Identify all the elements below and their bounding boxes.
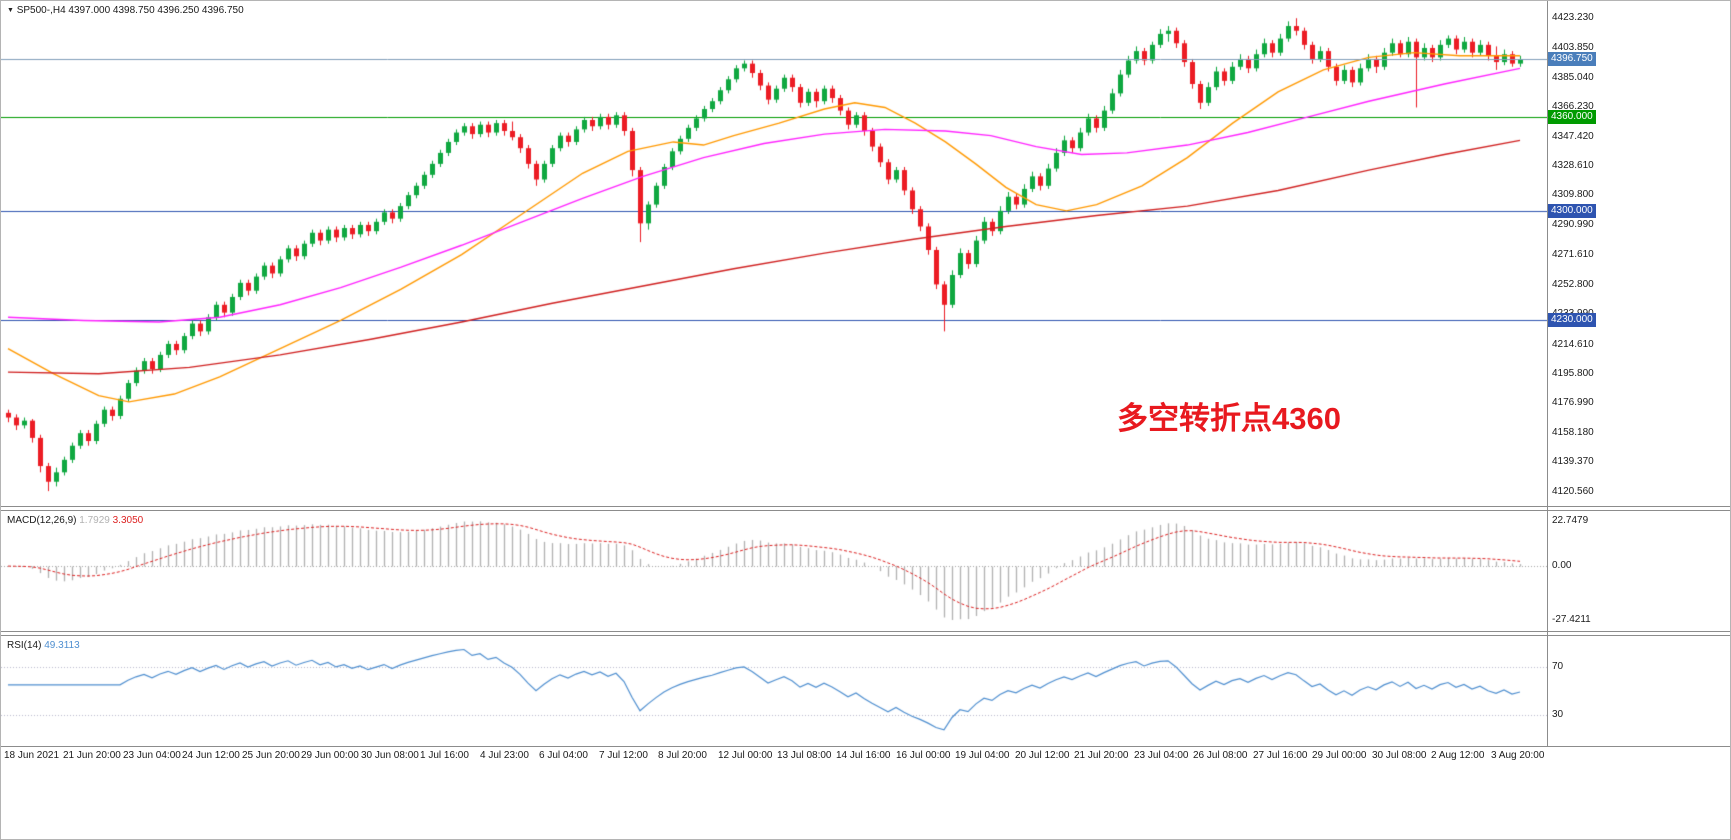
time-axis-label: 29 Jul 00:00 [1312,750,1367,761]
price-tick-label: 4366.230 [1552,101,1594,112]
time-axis-label: 18 Jun 2021 [4,750,60,761]
time-axis-label: 30 Jul 08:00 [1372,750,1427,761]
rsi-indicator-canvas[interactable] [1,636,1547,746]
time-axis-label: 13 Jul 08:00 [777,750,832,761]
rsi-name: RSI(14) [7,640,42,651]
price-line-badge: 4300.000 [1548,204,1596,218]
time-axis-label: 8 Jul 20:00 [658,750,707,761]
macd-signal-value: 3.3050 [112,515,144,526]
time-axis-label: 27 Jul 16:00 [1253,750,1308,761]
price-scale-border [1547,1,1548,746]
rsi-value: 49.3113 [44,640,80,651]
time-axis-label: 14 Jul 16:00 [836,750,891,761]
time-axis-label: 6 Jul 04:00 [539,750,588,761]
rsi-tick-label: 30 [1552,709,1564,720]
macd-name: MACD(12,26,9) [7,515,77,526]
price-tick-label: 4385.040 [1552,72,1594,83]
time-axis-label: 3 Aug 20:00 [1491,750,1545,761]
time-axis-label: 21 Jun 20:00 [63,750,121,761]
time-axis-label: 4 Jul 23:00 [480,750,529,761]
price-tick-label: 4328.610 [1552,160,1594,171]
time-axis-label: 19 Jul 04:00 [955,750,1010,761]
candlestick-chart-canvas[interactable] [1,1,1547,506]
price-tick-label: 4195.800 [1552,368,1594,379]
time-axis-label: 21 Jul 20:00 [1074,750,1129,761]
ohlc-low-value: 4396.250 [157,5,200,16]
time-axis-label: 25 Jun 20:00 [242,750,300,761]
panel-splitter[interactable] [1,506,1730,511]
price-tick-label: 4139.370 [1552,456,1594,467]
time-axis-label: 2 Aug 12:00 [1431,750,1485,761]
time-axis-label: 16 Jul 00:00 [896,750,951,761]
time-axis-label: 23 Jul 04:00 [1134,750,1189,761]
symbol-timeframe-label: SP500-,H4 [16,5,66,16]
macd-indicator-canvas[interactable] [1,511,1547,631]
symbol-ohlc-label: ▼ SP500-,H4 4397.000 4398.750 4396.250 4… [7,5,244,16]
time-axis-border [1,746,1730,747]
price-tick-label: 4423.230 [1552,12,1594,23]
current-price-badge: 4396.750 [1548,52,1596,66]
macd-tick-label: 0.00 [1552,560,1572,571]
price-line-badge: 4360.000 [1548,110,1596,124]
time-axis-label: 24 Jun 12:00 [182,750,240,761]
time-axis-label: 1 Jul 16:00 [420,750,469,761]
price-tick-label: 4120.560 [1552,486,1594,497]
price-tick-label: 4214.610 [1552,339,1594,350]
rsi-indicator-label: RSI(14) 49.3113 [7,640,80,651]
price-tick-label: 4347.420 [1552,131,1594,142]
time-axis-label: 23 Jun 04:00 [123,750,181,761]
rsi-tick-label: 70 [1552,661,1564,672]
ohlc-close-value: 4396.750 [201,5,244,16]
time-axis-label: 12 Jul 00:00 [718,750,773,761]
price-tick-label: 4403.850 [1552,42,1594,53]
time-axis-label: 20 Jul 12:00 [1015,750,1070,761]
time-axis-label: 7 Jul 12:00 [599,750,648,761]
macd-indicator-label: MACD(12,26,9) 1.7929 3.3050 [7,515,143,526]
price-tick-label: 4176.990 [1552,397,1594,408]
ohlc-open-value: 4397.000 [68,5,111,16]
symbol-marker-icon: ▼ [7,7,14,14]
price-tick-label: 4252.800 [1552,279,1594,290]
price-tick-label: 4290.990 [1552,219,1594,230]
time-axis-label: 30 Jun 08:00 [361,750,419,761]
price-line-badge: 4230.000 [1548,313,1596,327]
ohlc-high-value: 4398.750 [112,5,155,16]
price-tick-label: 4309.800 [1552,189,1594,200]
time-axis-label: 26 Jul 08:00 [1193,750,1248,761]
chart-annotation-text: 多空转折点4360 [1117,401,1341,436]
macd-tick-label: 22.7479 [1552,515,1589,526]
time-axis-label: 29 Jun 00:00 [301,750,359,761]
price-tick-label: 4158.180 [1552,427,1594,438]
panel-splitter[interactable] [1,631,1730,636]
macd-main-value: 1.7929 [79,515,110,526]
macd-tick-label: -27.4211 [1552,614,1591,625]
price-tick-label: 4271.610 [1552,249,1594,260]
